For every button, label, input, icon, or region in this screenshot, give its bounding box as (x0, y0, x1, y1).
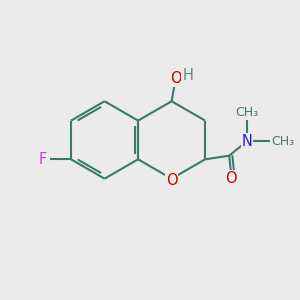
Text: O: O (226, 171, 237, 186)
Text: N: N (242, 134, 252, 148)
Text: CH₃: CH₃ (236, 106, 259, 119)
Text: CH₃: CH₃ (271, 135, 294, 148)
Text: O: O (170, 71, 182, 86)
Text: F: F (39, 152, 47, 167)
Text: O: O (166, 173, 177, 188)
Text: H: H (182, 68, 193, 83)
